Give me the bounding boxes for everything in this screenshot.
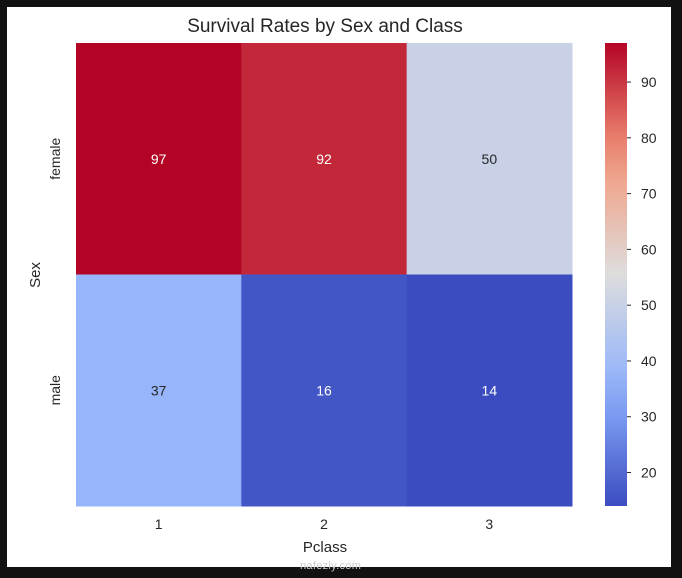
heatmap-cell (406, 274, 573, 507)
x-tick-label: 2 (320, 516, 328, 532)
cell-value-label: 37 (151, 382, 167, 398)
colorbar-tick-label: 30 (641, 409, 657, 425)
chart-title: Survival Rates by Sex and Class (187, 16, 463, 37)
y-tick-label: male (47, 375, 63, 406)
heatmap-cells (76, 43, 573, 507)
heatmap-cell-labels: 97 92 50 37 16 14 (151, 151, 497, 399)
y-axis-label: Sex (27, 262, 44, 288)
heatmap-cell (76, 43, 242, 275)
colorbar-tick-label: 50 (641, 297, 657, 313)
colorbar-tick-labels: 20 30 40 50 60 70 80 90 (627, 74, 657, 481)
x-tick-label: 1 (155, 516, 163, 532)
cell-value-label: 14 (482, 382, 498, 398)
colorbar-tick-label: 20 (641, 465, 657, 481)
watermark: nafezly.com (300, 560, 362, 572)
heatmap-cell (406, 43, 573, 275)
x-tick-label: 3 (485, 516, 493, 532)
heatmap-cell (241, 274, 408, 507)
x-tick-labels: 1 2 3 (155, 516, 494, 532)
y-tick-label: female (47, 138, 63, 180)
heatmap-cell (76, 274, 242, 507)
colorbar-tick-label: 60 (641, 241, 657, 257)
x-axis-label: Pclass (303, 539, 347, 556)
cell-value-label: 16 (316, 382, 332, 398)
colorbar-tick-label: 80 (641, 130, 657, 146)
cell-value-label: 50 (482, 151, 498, 167)
colorbar (605, 43, 627, 506)
cell-value-label: 97 (151, 151, 167, 167)
colorbar-tick-label: 70 (641, 186, 657, 202)
colorbar-tick-label: 40 (641, 353, 657, 369)
y-tick-labels: female male (47, 138, 63, 406)
heatmap-cell (241, 43, 408, 275)
colorbar-tick-label: 90 (641, 74, 657, 90)
cell-value-label: 92 (316, 151, 332, 167)
